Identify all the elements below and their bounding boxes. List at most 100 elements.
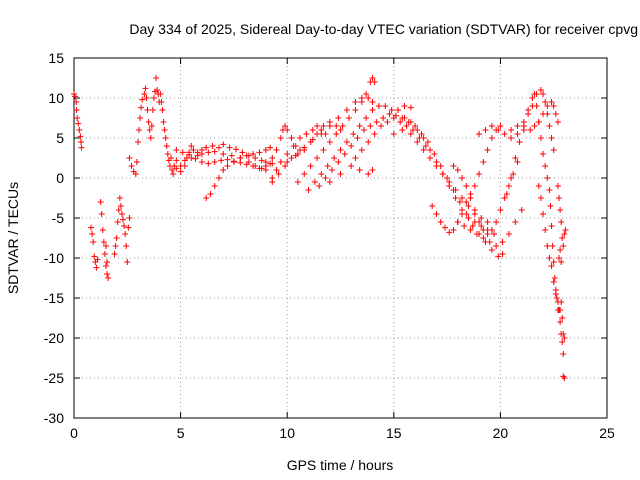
data-point-marker — [192, 155, 199, 162]
data-point-marker — [314, 123, 321, 129]
data-point-marker — [450, 187, 457, 193]
plot-frame — [73, 57, 608, 419]
data-point-marker — [198, 151, 205, 157]
data-point-marker — [544, 103, 551, 109]
data-point-marker — [546, 123, 553, 129]
data-point-marker — [333, 131, 340, 137]
data-point-marker — [230, 159, 237, 165]
data-point-marker — [427, 147, 434, 153]
data-point-marker — [335, 159, 342, 165]
y-tick-label: -10 — [44, 250, 64, 266]
data-point-marker — [463, 183, 470, 189]
data-point-marker — [269, 160, 276, 167]
data-point-marker — [493, 243, 500, 249]
data-point-marker — [158, 99, 165, 105]
data-point-marker — [250, 163, 257, 169]
data-point-marker — [303, 131, 310, 137]
data-point-marker — [126, 215, 133, 221]
data-point-marker — [514, 159, 521, 165]
data-point-marker — [550, 259, 557, 265]
data-point-marker — [454, 167, 461, 173]
data-point-marker — [97, 199, 104, 205]
data-point-marker — [559, 339, 566, 345]
data-point-marker — [144, 107, 151, 113]
data-point-marker — [147, 135, 154, 141]
data-point-marker — [220, 151, 227, 157]
data-point-marker — [386, 111, 393, 117]
data-point-marker — [516, 139, 523, 145]
data-point-marker — [99, 227, 106, 233]
data-point-marker — [328, 167, 335, 173]
data-point-marker — [476, 171, 483, 177]
data-point-marker — [258, 157, 265, 164]
data-point-marker — [553, 295, 560, 301]
data-point-marker — [529, 95, 536, 101]
y-tick-label: 15 — [48, 50, 64, 66]
data-point-marker — [497, 207, 504, 213]
data-point-marker — [326, 179, 333, 185]
data-point-marker — [514, 131, 521, 137]
data-point-marker — [465, 203, 472, 209]
data-point-marker — [126, 155, 133, 161]
data-point-marker — [561, 231, 568, 237]
data-point-marker — [346, 115, 353, 121]
data-point-marker — [465, 215, 472, 221]
data-point-marker — [537, 195, 544, 201]
data-point-marker — [548, 223, 555, 229]
data-point-marker — [476, 131, 483, 137]
data-point-marker — [256, 165, 263, 172]
data-point-marker — [116, 195, 123, 201]
data-point-marker — [446, 183, 453, 189]
data-point-marker — [177, 168, 184, 175]
data-point-marker — [250, 151, 257, 157]
data-point-marker — [102, 263, 109, 269]
data-point-marker — [269, 179, 276, 185]
data-point-marker — [480, 235, 487, 241]
data-point-marker — [277, 159, 284, 165]
data-point-marker — [311, 179, 318, 185]
y-tick-label: 5 — [56, 130, 64, 146]
data-point-marker — [309, 127, 316, 133]
x-tick-label: 0 — [70, 425, 78, 441]
data-point-marker — [170, 171, 177, 177]
data-point-marker — [420, 147, 427, 153]
data-point-marker — [123, 243, 130, 249]
data-point-marker — [203, 195, 210, 201]
data-point-marker — [233, 146, 240, 153]
data-point-marker — [316, 183, 323, 189]
data-point-marker — [427, 155, 434, 161]
data-point-marker — [104, 271, 111, 277]
x-axis-ticks: 0 5 10 15 20 25 — [70, 58, 615, 441]
data-point-marker — [365, 95, 372, 101]
x-tick-label: 20 — [493, 425, 509, 441]
data-point-marker — [540, 211, 547, 217]
data-point-marker — [548, 99, 555, 105]
data-point-marker — [367, 123, 374, 129]
data-point-marker — [501, 131, 508, 137]
data-point-marker — [414, 139, 421, 145]
data-point-marker — [113, 235, 120, 241]
data-point-marker — [309, 136, 316, 143]
data-point-marker — [91, 253, 98, 260]
data-point-marker — [277, 135, 284, 141]
data-point-marker — [282, 123, 289, 129]
data-point-marker — [433, 159, 440, 165]
data-point-marker — [218, 157, 225, 164]
data-point-marker — [499, 251, 506, 257]
data-point-marker — [322, 175, 329, 181]
data-point-marker — [488, 135, 495, 141]
data-point-marker — [288, 135, 295, 141]
data-point-marker — [537, 135, 544, 141]
y-tick-label: -30 — [44, 410, 64, 426]
data-point-marker — [488, 247, 495, 253]
data-point-marker — [215, 144, 222, 151]
data-point-marker — [224, 156, 231, 163]
data-point-marker — [318, 171, 325, 177]
data-point-marker — [211, 148, 218, 155]
data-point-marker — [499, 239, 506, 245]
data-point-marker — [525, 111, 532, 117]
data-point-marker — [486, 239, 493, 245]
data-point-marker — [533, 91, 540, 97]
